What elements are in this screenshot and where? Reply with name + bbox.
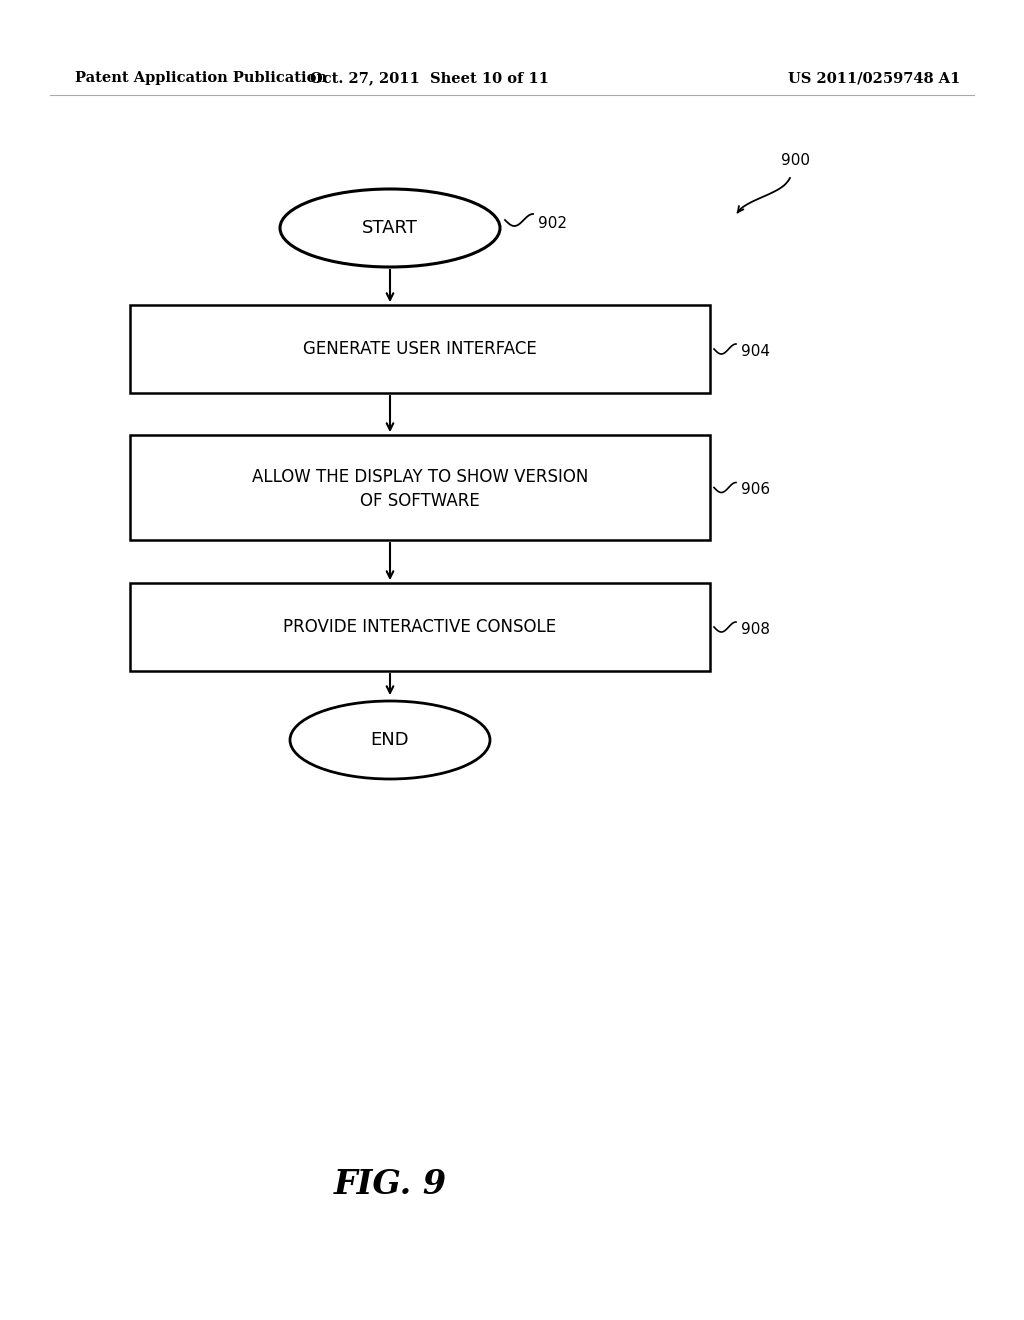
Text: 904: 904 — [741, 343, 770, 359]
Text: Patent Application Publication: Patent Application Publication — [75, 71, 327, 84]
Text: 900: 900 — [780, 153, 810, 168]
Text: 906: 906 — [741, 482, 770, 498]
Ellipse shape — [290, 701, 490, 779]
Text: 902: 902 — [538, 215, 567, 231]
Ellipse shape — [280, 189, 500, 267]
FancyBboxPatch shape — [130, 305, 710, 393]
Text: START: START — [362, 219, 418, 238]
Text: PROVIDE INTERACTIVE CONSOLE: PROVIDE INTERACTIVE CONSOLE — [284, 618, 557, 636]
FancyBboxPatch shape — [130, 436, 710, 540]
Text: FIG. 9: FIG. 9 — [334, 1168, 446, 1201]
Text: GENERATE USER INTERFACE: GENERATE USER INTERFACE — [303, 341, 537, 358]
Text: 908: 908 — [741, 622, 770, 636]
Text: ALLOW THE DISPLAY TO SHOW VERSION: ALLOW THE DISPLAY TO SHOW VERSION — [252, 469, 588, 487]
Text: US 2011/0259748 A1: US 2011/0259748 A1 — [787, 71, 961, 84]
FancyBboxPatch shape — [130, 583, 710, 671]
Text: END: END — [371, 731, 410, 748]
Text: OF SOFTWARE: OF SOFTWARE — [360, 492, 480, 511]
Text: Oct. 27, 2011  Sheet 10 of 11: Oct. 27, 2011 Sheet 10 of 11 — [310, 71, 550, 84]
